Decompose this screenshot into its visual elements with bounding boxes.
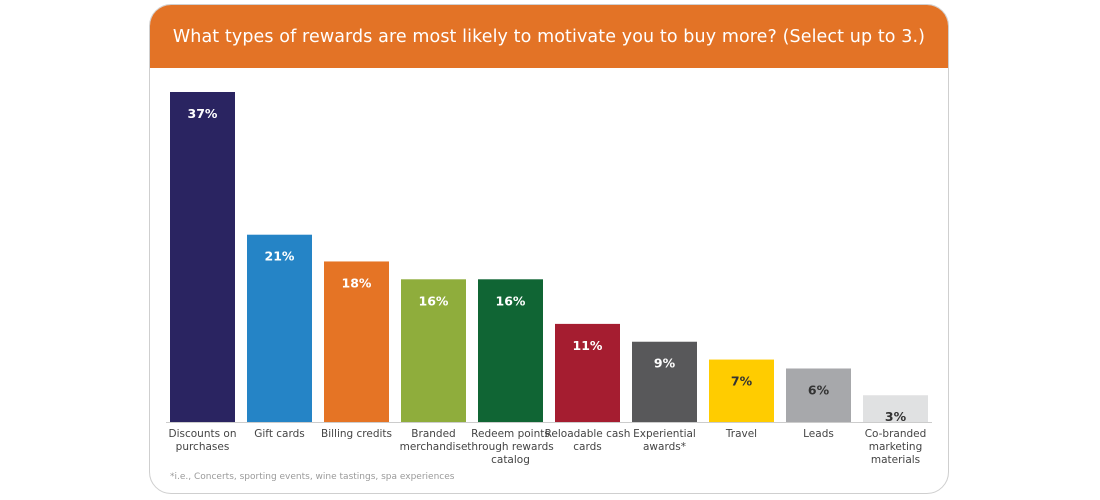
- data-label: 7%: [731, 374, 753, 389]
- bar: [632, 341, 697, 422]
- bar: [863, 395, 928, 422]
- data-label: 16%: [496, 293, 526, 308]
- data-label: 21%: [265, 249, 295, 264]
- bar: [324, 261, 389, 422]
- category-label: Redeem points through rewards catalog: [467, 428, 554, 466]
- data-label: 18%: [342, 275, 372, 290]
- data-label: 16%: [419, 293, 449, 308]
- data-label: 9%: [654, 356, 676, 371]
- category-label: Leads: [803, 428, 834, 440]
- data-label: 6%: [808, 382, 830, 397]
- data-label: 37%: [188, 106, 218, 121]
- category-label: Travel: [725, 428, 758, 440]
- footnote: *i.e., Concerts, sporting events, wine t…: [170, 472, 455, 482]
- category-label: Experiential awards*: [633, 428, 696, 453]
- bar: [247, 234, 312, 422]
- bar: [786, 368, 851, 422]
- bar: [401, 279, 466, 422]
- data-label: 11%: [573, 338, 603, 353]
- bar: [478, 279, 543, 422]
- category-label: Billing credits: [320, 428, 393, 440]
- bar: [555, 323, 620, 422]
- bar: [170, 92, 235, 422]
- category-label: Branded merchandise: [399, 428, 468, 453]
- data-label: 3%: [885, 409, 907, 424]
- category-label: Reloadable cash cards: [544, 428, 631, 453]
- bar: [709, 359, 774, 422]
- category-label: Gift cards: [254, 428, 305, 440]
- category-label: Co-branded marketing materials: [864, 428, 927, 466]
- chart-title: What types of rewards are most likely to…: [150, 5, 948, 68]
- category-label: Discounts on purchases: [168, 428, 237, 453]
